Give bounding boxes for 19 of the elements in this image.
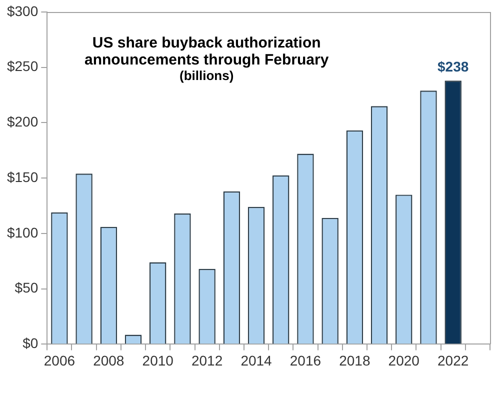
y-tick-label: $50: [14, 280, 38, 296]
x-tick-label: 2010: [142, 352, 174, 368]
x-tick-label: 2006: [44, 352, 76, 368]
y-tick-label: $0: [22, 335, 38, 352]
x-tick-label: 2016: [290, 352, 322, 368]
x-tick-label: 2014: [240, 352, 272, 368]
data-label: $238: [438, 58, 469, 75]
x-tick-label: 2020: [388, 352, 420, 368]
x-tick-label: 2022: [438, 352, 469, 368]
x-tick-label: 2018: [339, 352, 370, 368]
x-tick-label: 2012: [191, 352, 223, 368]
text: (billions): [179, 68, 234, 84]
y-tick-label: $100: [6, 224, 38, 240]
x-tick-label: 2008: [93, 352, 124, 368]
text: US share buyback authorization announcements through February: [84, 34, 330, 69]
y-tick-label: $200: [6, 114, 38, 130]
y-tick-label: $300: [6, 2, 38, 19]
y-tick-label: $150: [6, 168, 38, 185]
y-tick-label: $250: [6, 58, 38, 74]
